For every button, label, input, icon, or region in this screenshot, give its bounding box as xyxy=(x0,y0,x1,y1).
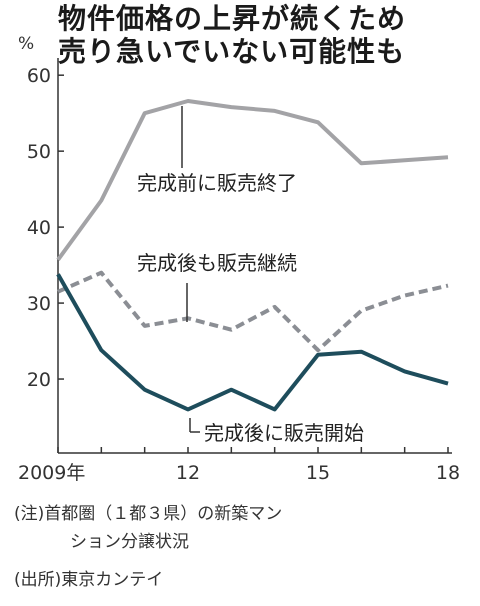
series-line-started-after-completion xyxy=(56,273,449,412)
x-tick-label-2018: 18 xyxy=(436,462,460,484)
x-tick-label-2012: 12 xyxy=(176,462,200,484)
title-line-1: 物件価格の上昇が続くため xyxy=(58,2,407,35)
title-line-2: 売り急いでいない可能性も xyxy=(58,35,406,68)
y-tick-label-20: 20 xyxy=(27,369,51,391)
series-label-before-completion: 完成前に販売終了 xyxy=(137,171,297,195)
y-tick-label-30: 30 xyxy=(27,293,51,315)
y-tick-label-40: 40 xyxy=(27,217,51,239)
series-line-continued-after-completion xyxy=(57,270,449,353)
series-line-before-completion xyxy=(56,99,449,261)
source-note: (出所)東京カンテイ xyxy=(14,570,164,590)
chart-title: 物件価格の上昇が続くため 売り急いでいない可能性も xyxy=(58,2,406,68)
note-line-2: ション分譲状況 xyxy=(70,532,189,552)
note-line-1: (注)首都圏（１都３県）の新築マン xyxy=(14,504,283,524)
x-tick-label-2009: 2009年 xyxy=(18,462,85,484)
y-tick-label-50: 50 xyxy=(27,141,51,163)
series-label-continued-after-completion: 完成後も販売継続 xyxy=(137,251,297,275)
y-tick-label-60: 60 xyxy=(27,65,51,87)
y-axis-unit: % xyxy=(18,34,35,54)
x-tick-label-2015: 15 xyxy=(306,462,330,484)
series-label-started-after-completion: 完成後に販売開始 xyxy=(204,421,364,445)
